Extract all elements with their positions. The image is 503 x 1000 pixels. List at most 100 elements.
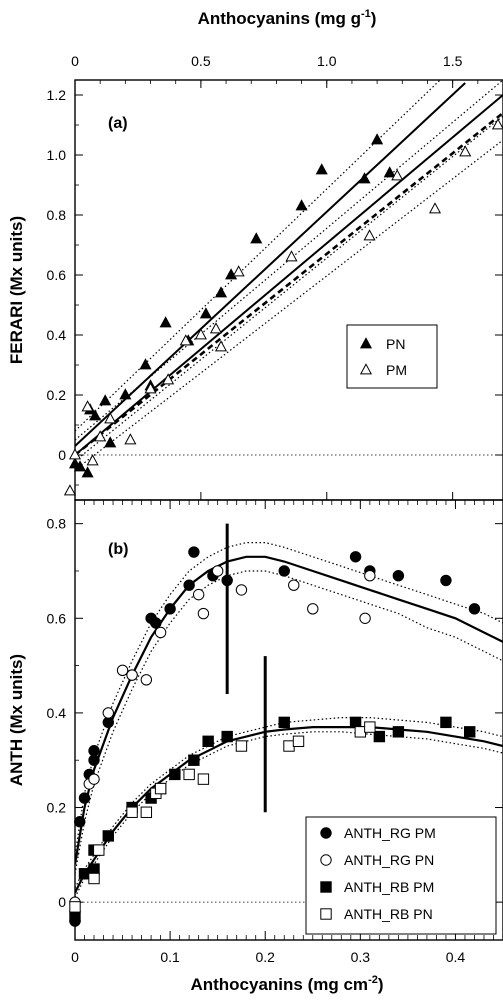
panel-a-top-tick-label: 1.0 (317, 53, 337, 69)
panel-a-point-pm (144, 382, 157, 394)
panel-a-point-pn (159, 316, 172, 328)
panel-a-fit-pn (75, 82, 466, 447)
panel-b-point-anth-rg-pn (126, 669, 138, 681)
top-x-axis-title: Anthocyanins (mg g-1) (198, 8, 377, 28)
panel-a-point-pn (104, 436, 117, 448)
panel-a-point-pm (232, 265, 245, 277)
panel-a-point-pm (391, 169, 404, 181)
panel-b-point-anth-rb-pm (88, 863, 100, 875)
panel-a-point-pm (194, 328, 207, 340)
panel-b-point-anth-rb-pn (154, 782, 167, 795)
panel-b-point-anth-rb-pn (93, 844, 105, 856)
panel-a-point-pm (459, 145, 472, 157)
panel-a-point-pm (428, 202, 442, 214)
panel-a-point-pn (383, 166, 396, 178)
bottom-x-axis-title: Anthocyanins (mg cm-2) (190, 974, 383, 994)
panel-a-point-pm (86, 454, 99, 466)
panel-a-y-tick-label: 0.2 (47, 387, 67, 403)
panel-a-legend-box (346, 324, 438, 389)
panel-b-y-axis-title: ANTH (Mx units) (7, 654, 26, 786)
panel-b-legend-label: ANTH_RB PN (344, 906, 433, 922)
panel-a-point-pn (139, 358, 152, 370)
panel-b-legend-marker (320, 881, 332, 893)
panel-a-top-tick-label: 0 (71, 53, 79, 69)
panel-a-point-pm (214, 340, 228, 352)
panel-a-y-tick-label: 0 (58, 447, 66, 463)
panel-b-label: (b) (108, 541, 128, 558)
panel-a-point-pm (209, 322, 223, 334)
panel-b-legend-box (305, 816, 497, 935)
panel-b-x-tick-label: 0 (71, 949, 79, 965)
panel-b-legend-marker (320, 908, 332, 920)
panel-b-point-anth-rg-pm (392, 569, 405, 582)
panel-a-legend-marker (359, 363, 373, 375)
panel-b-ci-lower-rg (75, 570, 503, 874)
panel-b-point-anth-rg-pn (197, 607, 210, 620)
panel-a-ci-upper-pm (75, 80, 503, 441)
panel-b-point-anth-rb-pn (69, 901, 81, 913)
panel-b-x-tick-label: 0.2 (255, 949, 275, 965)
panel-a-y-tick-label: 0.6 (47, 267, 67, 283)
panel-a-y-tick-label: 0.8 (47, 207, 67, 223)
panel-b-point-anth-rg-pm (164, 603, 176, 615)
panel-b-point-anth-rg-pm (78, 792, 91, 804)
panel-a-frame (74, 79, 503, 501)
panel-a-y-tick-label: 1.2 (47, 87, 67, 103)
panel-b-y-tick-label: 0.4 (47, 705, 67, 721)
panel-b-point-anth-rg-pn (192, 588, 205, 601)
panel-b-point-anth-rb-pm (349, 716, 362, 729)
panel-a-point-pn (358, 172, 371, 184)
panel-a-point-pn (81, 466, 94, 478)
panel-a-point-pm (179, 334, 192, 346)
panel-b-point-anth-rg-pn (307, 603, 319, 615)
panel-b-point-anth-rb-pm (78, 868, 91, 880)
panel-b-point-anth-rg-pm (468, 603, 481, 615)
panel-a-point-pn (119, 388, 132, 400)
panel-b-point-anth-rb-pn (364, 721, 376, 733)
panel-b-point-anth-rb-pn (283, 740, 295, 752)
panel-b-point-anth-rb-pm (464, 726, 476, 738)
panel-a-legend-label: PN (386, 336, 405, 352)
panel-b-point-anth-rg-pn (102, 707, 114, 719)
panel-a-point-pn (315, 163, 328, 175)
panel-b-fit-rg (75, 555, 503, 865)
panel-a-y-tick-label: 0.4 (47, 327, 67, 343)
panel-b-point-anth-rg-pm (102, 716, 114, 729)
panel-a-point-pm (94, 430, 107, 442)
panel-b-point-anth-rg-pm (221, 574, 233, 587)
panel-b-point-anth-rg-pn (88, 773, 100, 785)
panel-b-y-tick-label: 0.2 (47, 800, 67, 816)
panel-a-point-pn (199, 307, 212, 319)
panel-b-point-anth-rb-pn (88, 872, 100, 885)
panel-b-point-anth-rb-pn (183, 768, 195, 781)
panel-b-legend-marker (320, 854, 332, 866)
panel-a-point-pn (295, 199, 308, 211)
panel-a-plot: 0 0.5 1.0 1.5 0 0.2 0.4 0.6 0.8 1.0 1.2 PN PM (47, 53, 503, 500)
panel-a-legend: PN PM (346, 324, 438, 389)
panel-a-fit-pm (75, 94, 503, 456)
panel-b-point-anth-rb-pm (169, 768, 181, 781)
panel-a-point-pm (363, 229, 376, 241)
panel-a-point-pm (68, 448, 82, 460)
panel-a-point-pm (162, 373, 175, 385)
panel-a-ci-lower-pm (75, 139, 503, 471)
panel-b-point-anth-rg-pn (288, 579, 300, 591)
panel-b-point-anth-rb-pm (392, 726, 405, 738)
panel-b-y-tick-label: 0.8 (47, 516, 67, 532)
panel-b-point-anth-rb-pn (354, 726, 367, 738)
panel-b-legend: ANTH_RG PM ANTH_RG PN ANTH_RB PM ANTH_RB PN (305, 816, 497, 935)
panel-b-point-anth-rg-pn (211, 565, 224, 577)
panel-b-point-anth-rb-pn (140, 806, 153, 818)
panel-a-point-pn (73, 460, 87, 472)
panel-b-point-anth-rg-pn (140, 674, 153, 686)
panel-a-y-axis-title: FERARI (Mx units) (7, 216, 26, 364)
panel-b-legend-label: ANTH_RG PN (344, 852, 434, 868)
panel-b-point-anth-rg-pm (88, 754, 100, 766)
panel-b-point-anth-rb-pm (202, 735, 214, 747)
panel-b-ci-upper-rg (75, 542, 503, 855)
panel-a-point-pm (104, 412, 117, 424)
panel-b-point-anth-rb-pm (221, 730, 233, 743)
panel-b-point-anth-rb-pm (373, 730, 386, 743)
panel-a-point-pm (81, 400, 94, 412)
